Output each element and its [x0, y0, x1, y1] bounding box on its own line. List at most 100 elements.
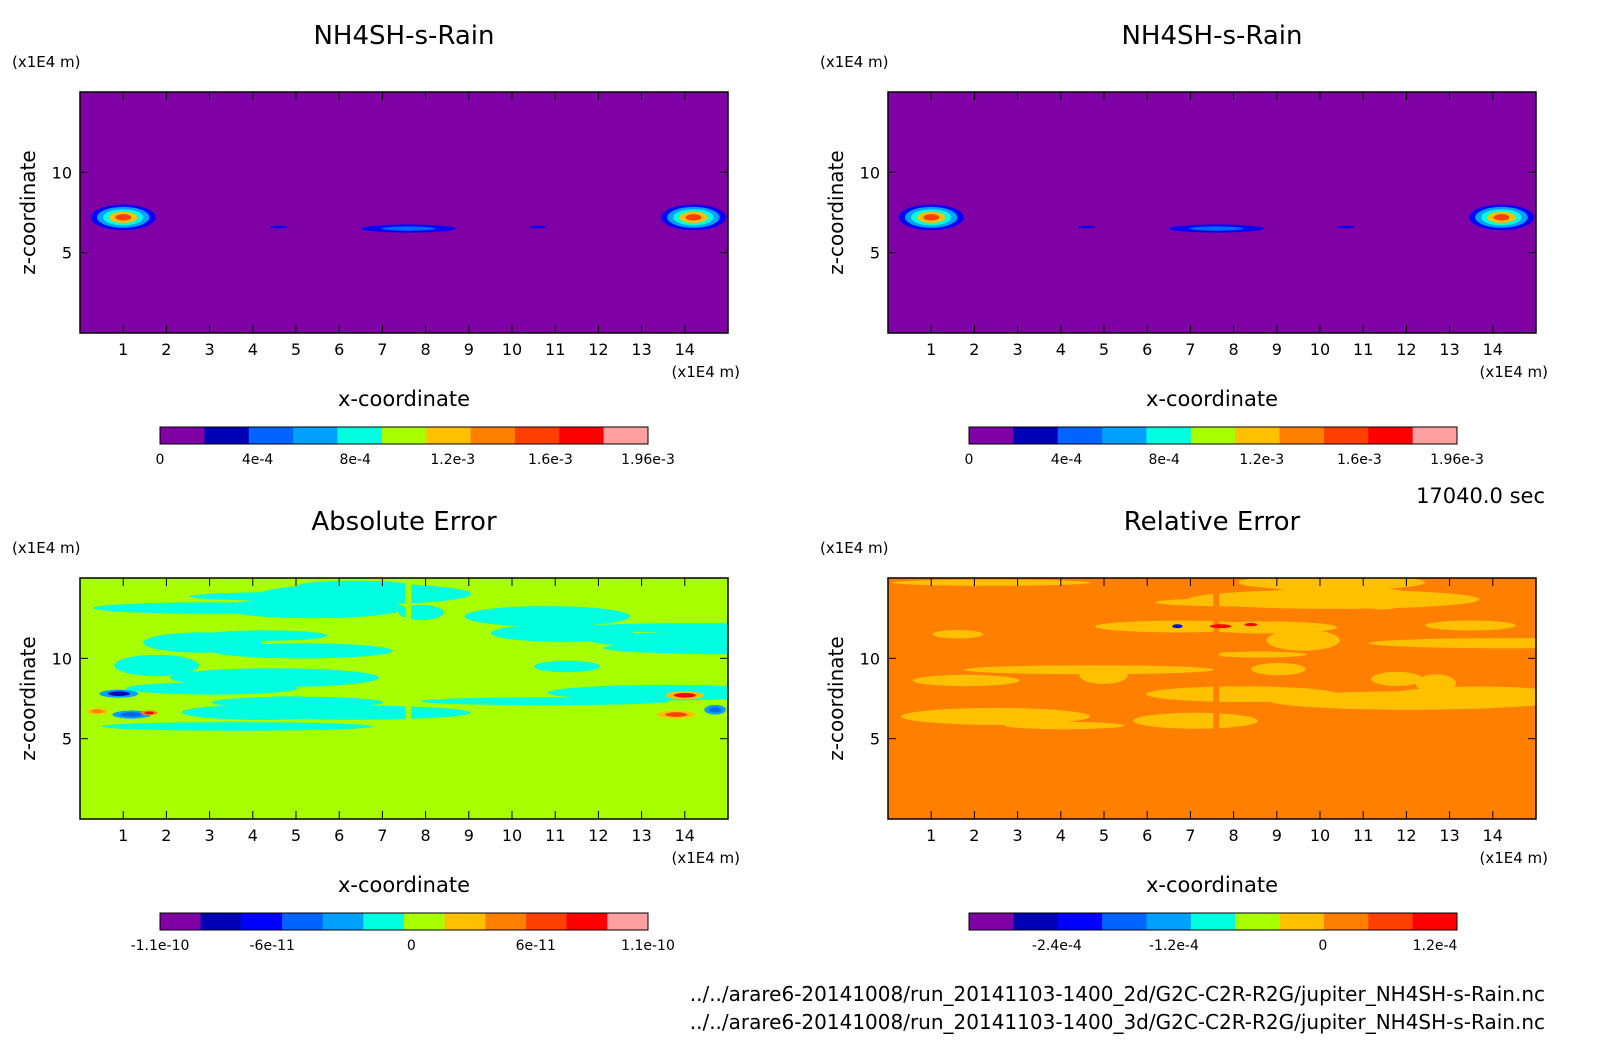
x-tick-label: 6	[334, 826, 344, 845]
chart-panel-1: 1 2 3 4 5 6 7 8 9 10 11 12 13 14510NH4SH-s-Rain(x1E4 …	[12, 21, 740, 468]
x-tick-label: 1	[118, 340, 128, 359]
colorbar-segment	[337, 427, 383, 444]
band-streak	[891, 579, 1091, 586]
x-tick-label: 7	[1185, 340, 1195, 359]
plot-field	[80, 578, 728, 819]
x-tick-label: 14	[675, 340, 695, 359]
colorbar-segment	[1013, 427, 1059, 444]
field-background	[80, 92, 728, 333]
contour-blob	[708, 707, 722, 713]
footer-file-path-1: ../../arare6-20141008/run_20141103-1400_…	[690, 982, 1545, 1006]
chart-title: Relative Error	[1124, 507, 1301, 537]
x-tick-label: 4	[248, 826, 258, 845]
plot-frame	[887, 91, 1537, 334]
band-streak	[221, 598, 405, 619]
x-tick-label: 6	[334, 340, 344, 359]
contour-blob	[91, 709, 104, 714]
footer-file-path-2: ../../arare6-20141008/run_20141103-1400_…	[690, 1010, 1545, 1034]
colorbar-segment	[426, 427, 472, 444]
colorbar-tick-label: 1.96e-3	[1430, 452, 1484, 468]
x-tick-label: 3	[205, 340, 215, 359]
band-streak	[420, 697, 670, 706]
band-streak	[1004, 721, 1125, 730]
x-tick-label: 2	[161, 340, 171, 359]
colorbar-tick-label: 1.96e-3	[621, 452, 675, 468]
colorbar-segment	[1235, 913, 1281, 930]
band-streak	[1155, 598, 1332, 607]
y-tick-label: 5	[62, 244, 72, 263]
band-streak	[1368, 638, 1536, 649]
x-tick-label: 9	[464, 826, 474, 845]
colorbar-tick-label: 1.6e-3	[1337, 452, 1382, 468]
colorbar-tick-label: 1.2e-3	[430, 452, 475, 468]
colorbar-segment	[1323, 427, 1369, 444]
x-tick-label: 7	[377, 826, 387, 845]
colorbar-segment	[607, 913, 649, 930]
colorbar-segment	[200, 913, 242, 930]
plot-field	[888, 92, 1536, 333]
contour-blob	[381, 226, 436, 231]
band-streak	[211, 643, 393, 659]
band-streak	[1371, 671, 1423, 687]
x-tick-label: 8	[421, 826, 431, 845]
x-tick-label: 8	[421, 340, 431, 359]
colorbar-frame	[968, 912, 1458, 931]
x-tick-label: 3	[1013, 340, 1023, 359]
x-tick-label: 4	[1056, 340, 1066, 359]
colorbar-segment	[160, 427, 205, 444]
x-tick-label: 11	[545, 340, 565, 359]
x-tick-label: 4	[248, 340, 258, 359]
plot-field	[80, 92, 728, 333]
colorbar-tick-label: 1.6e-3	[528, 452, 573, 468]
colorbar-segment	[1190, 913, 1236, 930]
x-tick-label: 8	[1229, 340, 1239, 359]
colorbar-segment	[1279, 913, 1325, 930]
x-tick-label: 11	[1353, 826, 1373, 845]
colorbar-segment	[1190, 427, 1236, 444]
plot-field	[888, 578, 1536, 819]
band-streak	[1266, 629, 1340, 651]
plot-frame	[887, 577, 1537, 820]
colorbar-segment	[293, 427, 338, 444]
x-tick-label: 5	[291, 340, 301, 359]
contour-blob	[1209, 624, 1232, 629]
y-axis-label: z-coordinate	[824, 150, 848, 274]
colorbar-frame	[159, 426, 649, 445]
colorbar-segment	[1146, 427, 1192, 444]
colorbar-segment	[1368, 427, 1414, 444]
x-tick-label: 12	[588, 340, 608, 359]
x-unit-label: (x1E4 m)	[671, 363, 740, 381]
x-tick-label: 11	[1353, 340, 1373, 359]
y-tick-label: 10	[52, 649, 72, 668]
contour-blob	[115, 214, 132, 221]
x-tick-label: 12	[1396, 340, 1416, 359]
plot-frame	[79, 91, 729, 334]
x-tick-label: 1	[926, 340, 936, 359]
colorbar-segment	[1146, 913, 1192, 930]
colorbar-segment	[381, 427, 427, 444]
colorbar-segment	[160, 913, 202, 930]
colorbar-segment	[1013, 913, 1059, 930]
colorbar-segment	[282, 913, 324, 930]
x-tick-label: 13	[631, 826, 651, 845]
contour-blob	[673, 693, 696, 698]
colorbar-segment	[204, 427, 250, 444]
x-tick-label: 10	[1310, 826, 1330, 845]
x-tick-label: 10	[502, 826, 522, 845]
x-tick-label: 14	[1483, 340, 1503, 359]
x-tick-label: 6	[1142, 826, 1152, 845]
x-tick-label: 5	[1099, 826, 1109, 845]
band-streak	[912, 674, 1020, 687]
band-streak	[234, 705, 471, 720]
x-tick-label: 14	[675, 826, 695, 845]
colorbar-segment	[1102, 913, 1147, 930]
band-streak	[125, 682, 298, 695]
x-tick-label: 5	[291, 826, 301, 845]
band-streak	[1238, 578, 1426, 591]
contour-blob	[107, 691, 130, 696]
center-column	[1213, 578, 1220, 731]
colorbar-segment	[404, 913, 446, 930]
x-tick-label: 7	[1185, 826, 1195, 845]
plot-frame	[79, 577, 729, 820]
x-axis-label: x-coordinate	[1146, 873, 1278, 897]
